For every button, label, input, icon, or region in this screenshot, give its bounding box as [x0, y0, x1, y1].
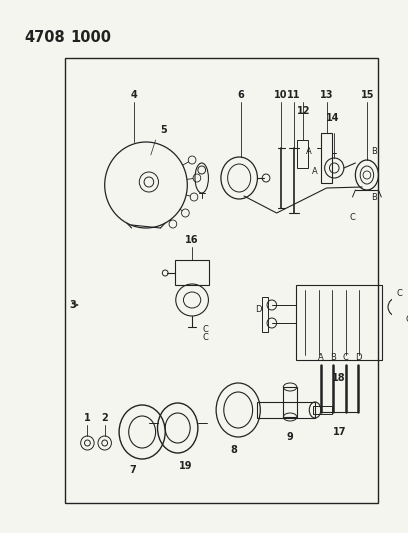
Text: 1: 1	[84, 413, 91, 423]
Text: 13: 13	[320, 90, 333, 100]
Bar	[283, 387, 297, 417]
Bar	[296, 285, 382, 360]
Text: A: A	[318, 352, 324, 361]
Text: 14: 14	[326, 113, 339, 123]
Text: C: C	[350, 214, 355, 222]
Bar	[297, 140, 308, 168]
Text: D: D	[355, 352, 361, 361]
Text: 2: 2	[101, 413, 108, 423]
Text: B: B	[330, 352, 336, 361]
Text: B: B	[371, 148, 377, 157]
Text: C: C	[405, 314, 408, 324]
Text: C: C	[203, 326, 208, 335]
Text: 7: 7	[129, 465, 136, 475]
Bar	[175, 260, 209, 285]
Text: 4708: 4708	[24, 29, 65, 44]
Text: C: C	[203, 333, 208, 342]
Text: 18: 18	[332, 373, 346, 383]
Text: D: D	[255, 305, 262, 314]
Text: B: B	[371, 193, 377, 203]
Text: A: A	[306, 148, 312, 157]
Text: C: C	[343, 352, 349, 361]
Text: 10: 10	[274, 90, 287, 100]
Text: A: A	[312, 167, 318, 176]
Text: 15: 15	[361, 90, 375, 100]
Text: 19: 19	[179, 461, 192, 471]
Bar	[313, 406, 333, 414]
Text: C: C	[397, 288, 403, 297]
Bar	[262, 297, 268, 332]
Text: 1000: 1000	[70, 29, 111, 44]
Text: 4: 4	[131, 90, 138, 100]
Text: 5: 5	[160, 125, 166, 135]
Bar	[65, 58, 379, 503]
Text: 3: 3	[70, 300, 76, 310]
Text: 8: 8	[230, 445, 237, 455]
Text: 9: 9	[287, 432, 293, 442]
Text: 12: 12	[297, 106, 310, 116]
Bar	[321, 133, 333, 183]
Text: 16: 16	[185, 235, 199, 245]
Text: 17: 17	[333, 427, 347, 437]
Bar	[257, 402, 315, 418]
Text: 11: 11	[287, 90, 301, 100]
Text: 6: 6	[238, 90, 244, 100]
